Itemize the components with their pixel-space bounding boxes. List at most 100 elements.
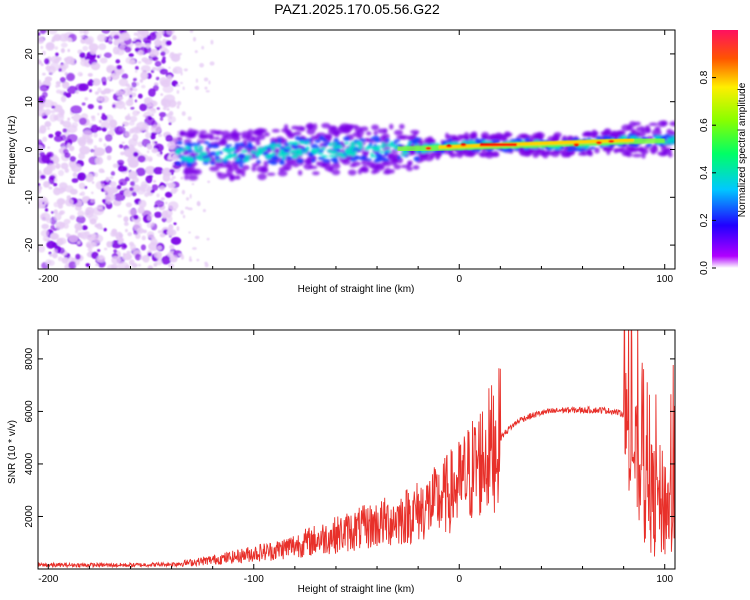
noise-speckle <box>172 35 177 41</box>
band-core <box>344 148 350 153</box>
band-outer <box>213 130 224 135</box>
band-core <box>364 146 371 150</box>
band-core <box>267 154 275 157</box>
noise-speckle <box>97 33 107 42</box>
noise-speckle <box>129 243 136 251</box>
noise-speckle <box>106 155 112 161</box>
band-core <box>340 155 347 158</box>
band-inner <box>474 137 480 143</box>
noise-speckle <box>153 166 164 175</box>
band-inner <box>316 139 321 143</box>
noise-speckle <box>55 52 59 57</box>
noise-speckle <box>53 135 63 142</box>
band-outer <box>532 132 542 139</box>
noise-speckle <box>75 90 79 94</box>
band-inner <box>359 138 364 141</box>
band-core <box>371 147 379 150</box>
band-core <box>184 146 191 150</box>
noise-speckle <box>169 169 175 174</box>
noise-speckle <box>79 52 86 59</box>
noise-speckle <box>142 76 146 81</box>
band-outer <box>399 123 405 130</box>
noise-speckle <box>60 162 69 170</box>
noise-speckle <box>92 206 105 216</box>
noise-speckle <box>59 222 66 228</box>
noise-speckle <box>113 39 120 46</box>
noise-speckle <box>82 30 87 34</box>
snr-series-line <box>38 330 675 569</box>
noise-speckle <box>119 32 131 41</box>
sparse-speckle <box>182 86 185 91</box>
noise-speckle <box>137 206 145 214</box>
noise-speckle <box>78 152 86 160</box>
band-core <box>257 146 262 151</box>
band-peak-spot <box>595 141 602 145</box>
band-core <box>336 144 343 148</box>
noise-speckle <box>106 76 112 81</box>
noise-speckle <box>172 68 178 74</box>
band-inner <box>266 160 275 164</box>
band-inner <box>493 139 501 144</box>
band-outer <box>594 147 600 154</box>
noise-speckle <box>48 186 53 190</box>
noise-speckle <box>115 59 121 64</box>
band-core <box>245 155 253 158</box>
band-outer <box>391 158 400 163</box>
band-inner <box>645 143 653 147</box>
noise-speckle <box>55 188 59 192</box>
noise-speckle <box>166 30 175 36</box>
noise-speckle <box>50 233 60 240</box>
noise-speckle <box>100 95 110 103</box>
sparse-speckle <box>181 189 186 195</box>
band-core <box>348 144 356 149</box>
band-outer <box>209 135 214 140</box>
band-outer <box>628 121 637 128</box>
band-outer <box>256 165 266 173</box>
noise-speckle <box>133 151 139 157</box>
noise-speckle <box>141 235 146 241</box>
noise-speckle <box>117 239 123 244</box>
band-core <box>202 159 210 162</box>
noise-speckle <box>171 162 175 166</box>
noise-speckle <box>49 253 53 257</box>
band-outer <box>427 136 434 142</box>
noise-speckle <box>68 261 77 269</box>
noise-speckle <box>57 84 61 88</box>
band-outer <box>592 131 599 136</box>
noise-speckle <box>117 214 122 218</box>
sparse-speckle <box>180 71 183 76</box>
snr-y-ticks: 2000 4000 6000 8000 <box>24 347 675 528</box>
band-core <box>216 151 220 156</box>
snr-y-tick-label: 6000 <box>24 400 35 423</box>
noise-speckle <box>70 105 82 114</box>
noise-speckle <box>82 130 93 140</box>
noise-speckle <box>117 165 127 172</box>
noise-speckle <box>137 155 146 163</box>
band-outer <box>670 130 675 137</box>
band-inner <box>516 138 523 143</box>
noise-speckle <box>54 177 58 182</box>
noise-speckle <box>40 45 44 50</box>
noise-speckle <box>147 115 152 120</box>
sparse-speckle <box>201 45 205 50</box>
noise-speckle <box>113 249 118 253</box>
band-inner <box>286 156 293 160</box>
band-inner <box>378 157 387 161</box>
sparse-speckle <box>183 68 188 72</box>
noise-speckle <box>40 63 44 66</box>
noise-speckle <box>89 89 92 93</box>
noise-speckle <box>87 103 94 110</box>
noise-speckle <box>120 30 125 34</box>
noise-speckle <box>127 232 133 237</box>
band-outer <box>285 161 295 166</box>
noise-speckle <box>86 234 96 242</box>
noise-speckle <box>79 145 91 155</box>
sparse-speckle <box>209 61 215 66</box>
band-core <box>329 151 336 154</box>
band-core <box>376 145 381 148</box>
band-core <box>370 155 377 158</box>
noise-speckle <box>150 133 156 140</box>
band-inner <box>394 139 401 143</box>
noise-speckle <box>47 69 51 73</box>
